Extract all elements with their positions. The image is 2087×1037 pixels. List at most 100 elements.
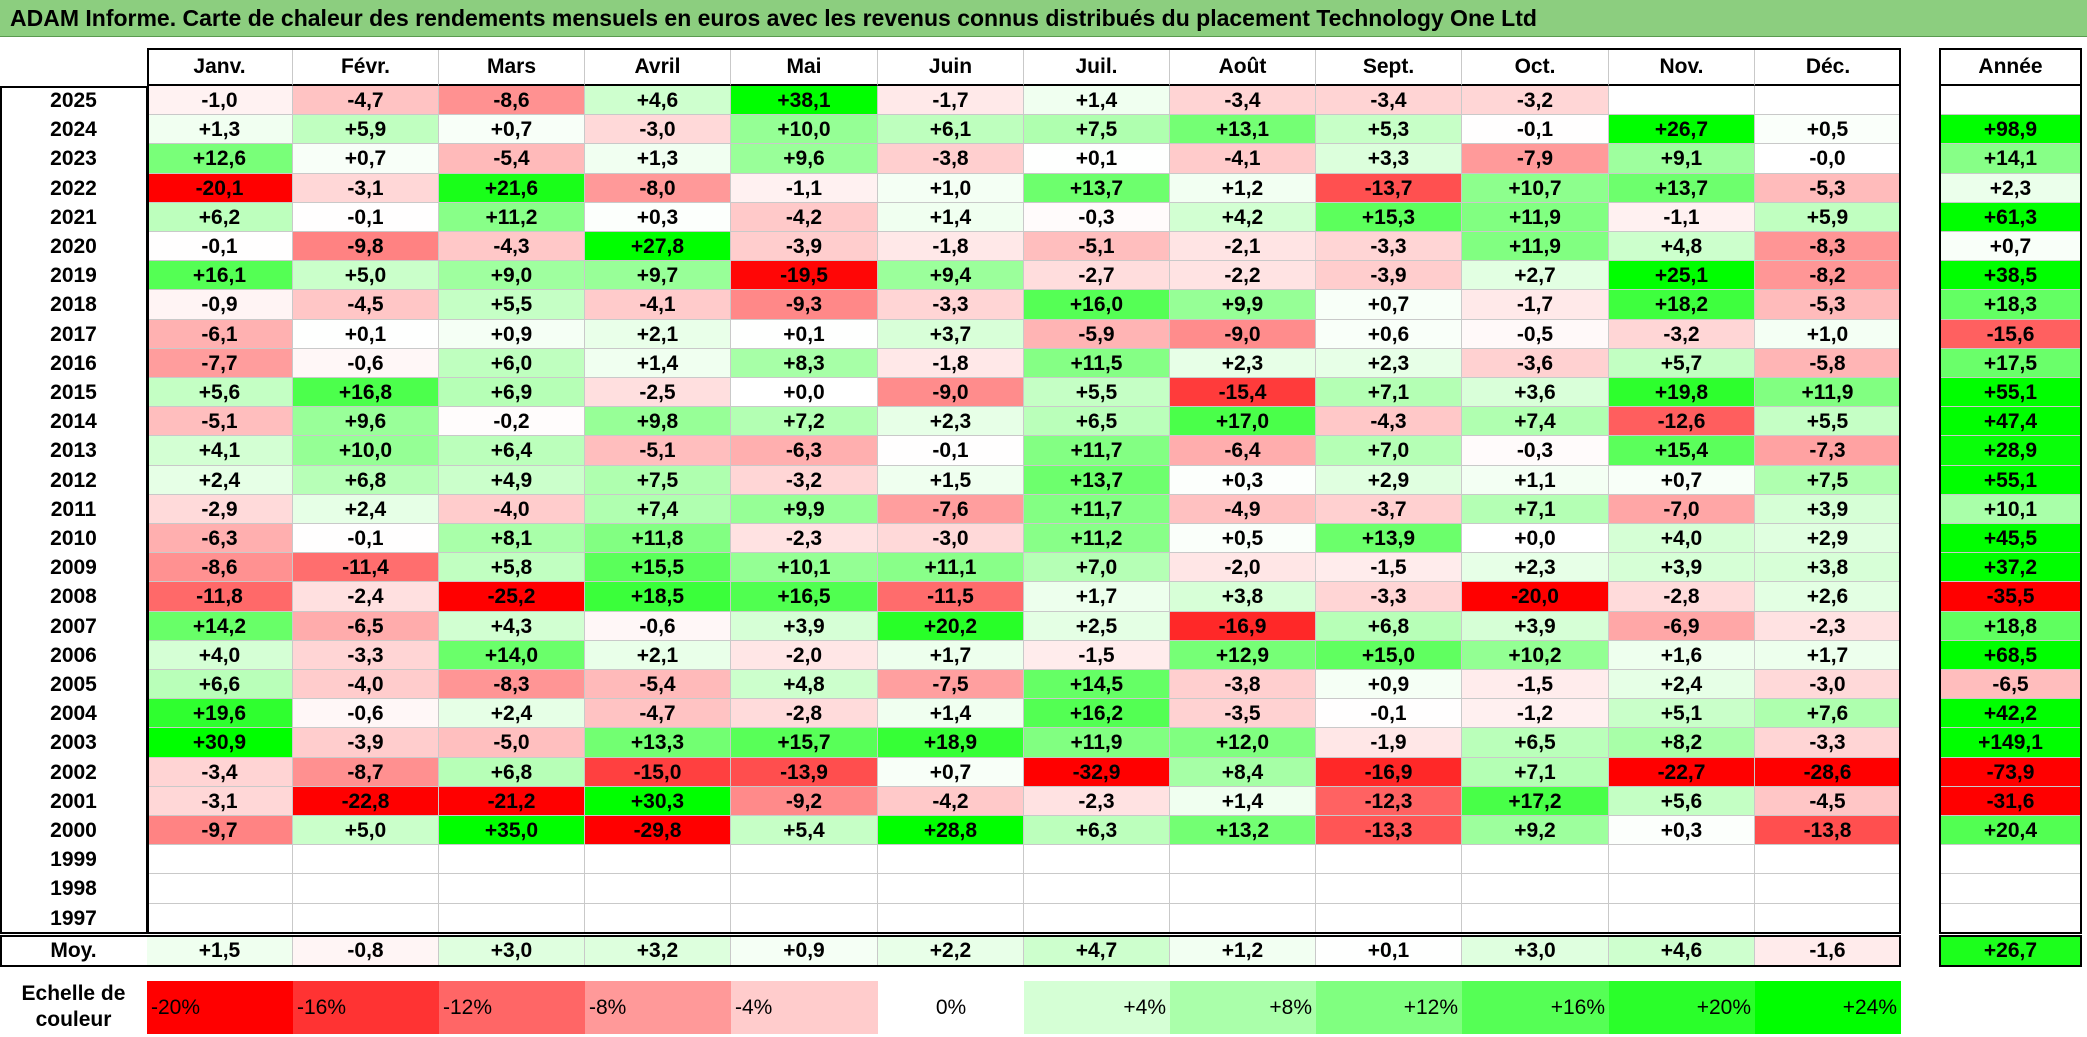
heatmap-cell: +7,1 xyxy=(1316,378,1462,407)
heatmap-cell: -7,5 xyxy=(878,670,1024,699)
heatmap-cell: -1,2 xyxy=(1462,699,1609,728)
heatmap-cell: +19,6 xyxy=(147,699,293,728)
heatmap-cell: +1,5 xyxy=(878,466,1024,495)
heatmap-cell: +6,9 xyxy=(439,378,585,407)
year-label: 2012 xyxy=(50,469,97,492)
heatmap-cell: -22,7 xyxy=(1609,758,1755,787)
heatmap-cell: -7,3 xyxy=(1755,436,1901,466)
heatmap-cell: -7,9 xyxy=(1462,144,1609,174)
heatmap-cell: -9,2 xyxy=(731,787,878,816)
heatmap-cell: -5,1 xyxy=(585,436,731,466)
heatmap-cell: +6,8 xyxy=(293,466,439,495)
heatmap-cell: -1,5 xyxy=(1316,553,1462,582)
heatmap-cell: +18,9 xyxy=(878,728,1024,758)
heatmap-cell: +0,3 xyxy=(585,203,731,232)
heatmap-cell xyxy=(147,845,293,874)
heatmap-cell: -11,5 xyxy=(878,582,1024,612)
heatmap-cell: +7,0 xyxy=(1024,553,1170,582)
heatmap-cell: +5,0 xyxy=(293,816,439,845)
annual-cell: +149,1 xyxy=(1939,728,2082,758)
month-header: Juil. xyxy=(1024,48,1170,86)
heatmap-cell xyxy=(1609,874,1755,904)
heatmap-cell: -5,3 xyxy=(1755,290,1901,320)
heatmap-cell xyxy=(1609,904,1755,933)
heatmap-cell: +5,5 xyxy=(439,290,585,320)
heatmap-cell: +13,7 xyxy=(1024,466,1170,495)
heatmap-cell: +13,1 xyxy=(1170,115,1316,144)
heatmap-cell xyxy=(147,874,293,904)
annual-cell: +2,3 xyxy=(1939,174,2082,203)
heatmap-cell: -15,4 xyxy=(1170,378,1316,407)
heatmap-cell: +9,8 xyxy=(585,407,731,436)
heatmap-cell xyxy=(1755,904,1901,933)
heatmap-cell: -3,3 xyxy=(1755,728,1901,758)
heatmap-cell: -0,6 xyxy=(585,612,731,641)
heatmap-cell: +9,0 xyxy=(439,261,585,290)
heatmap-cell: +1,7 xyxy=(878,641,1024,670)
heatmap-cell: -13,7 xyxy=(1316,174,1462,203)
scale-swatch: -12% xyxy=(439,981,585,1034)
average-cell: +0,1 xyxy=(1316,935,1462,967)
annual-cell: +98,9 xyxy=(1939,115,2082,144)
year-label: 2019 xyxy=(50,264,97,287)
scale-swatch: -8% xyxy=(585,981,731,1034)
heatmap-cell: +0,1 xyxy=(731,320,878,349)
heatmap-cell: +20,2 xyxy=(878,612,1024,641)
heatmap-cell: +9,9 xyxy=(731,495,878,524)
year-label: 2024 xyxy=(50,118,97,141)
heatmap-cell: -0,5 xyxy=(1462,320,1609,349)
heatmap-cell xyxy=(585,845,731,874)
heatmap-cell xyxy=(1755,86,1901,115)
average-cell: +4,6 xyxy=(1609,935,1755,967)
heatmap-cell: +5,6 xyxy=(147,378,293,407)
year-label: 2000 xyxy=(50,819,97,842)
heatmap-cell: -0,3 xyxy=(1024,203,1170,232)
annual-cell: +68,5 xyxy=(1939,641,2082,670)
heatmap-cell: +7,0 xyxy=(1316,436,1462,466)
heatmap-cell: +15,4 xyxy=(1609,436,1755,466)
heatmap-cell: +6,5 xyxy=(1462,728,1609,758)
heatmap-cell: +12,0 xyxy=(1170,728,1316,758)
heatmap-cell: +3,8 xyxy=(1755,553,1901,582)
heatmap-cell: -3,4 xyxy=(1316,86,1462,115)
heatmap-cell: +5,9 xyxy=(293,115,439,144)
month-header: Nov. xyxy=(1609,48,1755,86)
heatmap-cell: +3,3 xyxy=(1316,144,1462,174)
year-label: 2004 xyxy=(50,702,97,725)
year-label: 2013 xyxy=(50,439,97,462)
annual-cell: +18,3 xyxy=(1939,290,2082,320)
heatmap-cell: -5,1 xyxy=(147,407,293,436)
heatmap-cell: +16,8 xyxy=(293,378,439,407)
average-cell: +3,0 xyxy=(1462,935,1609,967)
average-cell: +4,7 xyxy=(1024,935,1170,967)
heatmap-cell: +1,0 xyxy=(1755,320,1901,349)
heatmap-cell: -4,2 xyxy=(731,203,878,232)
heatmap-cell: +1,4 xyxy=(1024,86,1170,115)
heatmap-cell: +11,9 xyxy=(1024,728,1170,758)
annual-cell: -35,5 xyxy=(1939,582,2082,612)
heatmap-cell: -8,7 xyxy=(293,758,439,787)
heatmap-cell xyxy=(1462,904,1609,933)
heatmap-cell: +6,8 xyxy=(439,758,585,787)
average-cell: +3,2 xyxy=(585,935,731,967)
heatmap-cell: -0,1 xyxy=(293,203,439,232)
heatmap-cell: +13,3 xyxy=(585,728,731,758)
year-label: 2017 xyxy=(50,323,97,346)
heatmap-cell: +12,6 xyxy=(147,144,293,174)
heatmap-cell: -1,9 xyxy=(1316,728,1462,758)
heatmap-cell: -2,3 xyxy=(731,524,878,553)
heatmap-cell: +5,5 xyxy=(1024,378,1170,407)
heatmap-cell: -1,1 xyxy=(1609,203,1755,232)
heatmap-cell: +11,2 xyxy=(1024,524,1170,553)
annual-cell xyxy=(1939,904,2082,933)
heatmap-cell: -13,9 xyxy=(731,758,878,787)
heatmap-cell: +3,9 xyxy=(1755,495,1901,524)
heatmap-cell: +7,5 xyxy=(1755,466,1901,495)
heatmap-cell: -3,9 xyxy=(1316,261,1462,290)
annual-cell: +61,3 xyxy=(1939,203,2082,232)
heatmap-cell: +13,2 xyxy=(1170,816,1316,845)
heatmap-cell: +14,0 xyxy=(439,641,585,670)
heatmap-cell: -2,5 xyxy=(585,378,731,407)
average-annual-cell: +26,7 xyxy=(1939,935,2082,967)
